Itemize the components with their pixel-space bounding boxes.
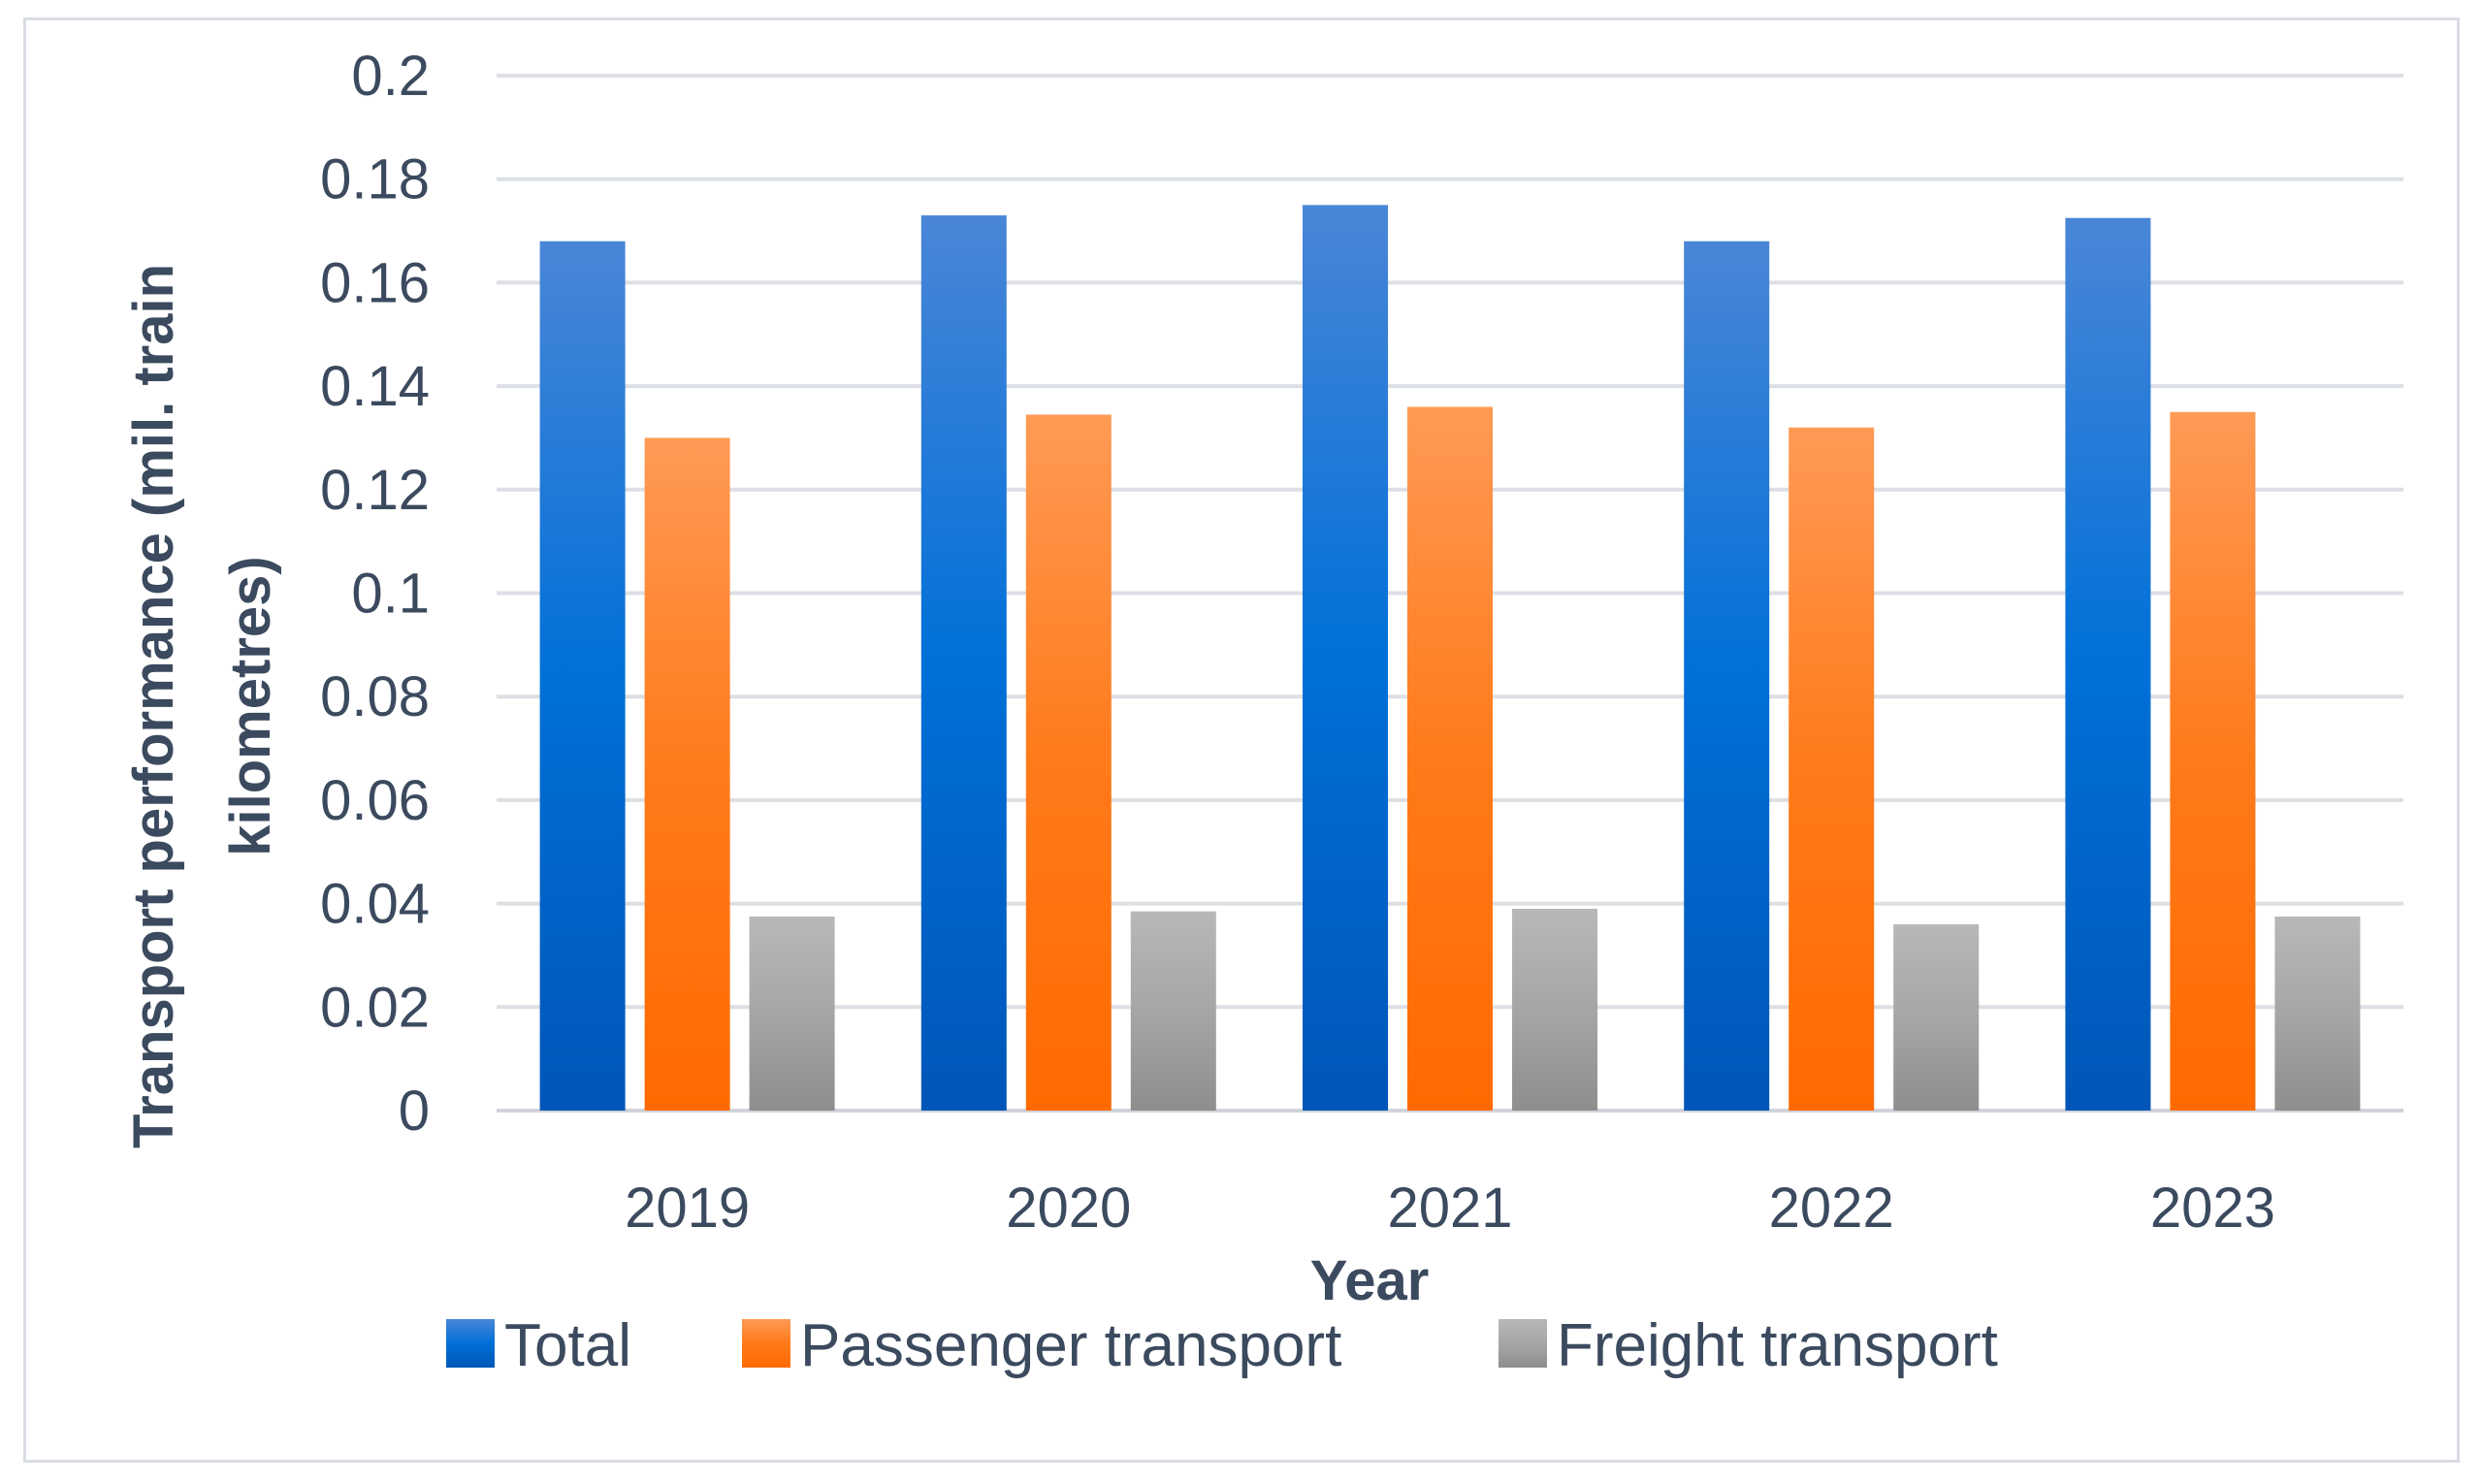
bar-passenger-2021: [1407, 406, 1493, 1111]
y-tick-label: 0.1: [351, 563, 430, 626]
y-axis-ticks: 0 0.02 0.04 0.06 0.08 0.1 0.12 0.14 0.16 0.18 0.2: [320, 45, 430, 1143]
bar-total-2023: [2065, 217, 2151, 1111]
legend-label-total: Total: [504, 1312, 631, 1379]
legend-swatch-total: [446, 1319, 495, 1368]
x-axis-title: Year: [1310, 1249, 1430, 1312]
bar-freight-2020: [1130, 911, 1216, 1111]
y-tick-label: 0.2: [351, 45, 430, 108]
bar-freight-2019: [749, 916, 835, 1111]
bar-passenger-2019: [644, 437, 730, 1111]
bar-freight-2023: [2274, 916, 2361, 1111]
legend-swatch-passenger: [742, 1319, 790, 1368]
bar-freight-2022: [1893, 923, 1980, 1111]
y-tick-label: 0.06: [320, 769, 430, 832]
x-axis-ticks: 2019 2020 2021 2022 2023: [625, 1177, 2275, 1240]
y-axis-title-line-1: Transport performance (mil. train: [122, 264, 185, 1148]
y-tick-label: 0.18: [320, 148, 430, 211]
bar-passenger-2022: [1789, 427, 1875, 1111]
chart-frame: [23, 17, 2460, 1463]
bar-freight-2021: [1512, 908, 1597, 1111]
y-tick-label: 0.04: [320, 873, 430, 936]
y-tick-label: 0.16: [320, 251, 430, 314]
x-tick-label: 2023: [2150, 1177, 2275, 1240]
legend-label-freight: Freight transport: [1557, 1312, 1998, 1379]
y-axis-title-line-2: kilometres): [219, 556, 282, 855]
bar-total-2022: [1684, 241, 1770, 1112]
x-tick-label: 2020: [1006, 1177, 1131, 1240]
bar-passenger-2023: [2170, 411, 2256, 1111]
y-tick-label: 0.14: [320, 355, 430, 418]
legend-label-passenger: Passenger transport: [800, 1312, 1341, 1379]
legend-swatch-freight: [1499, 1319, 1547, 1368]
y-tick-label: 0.12: [320, 459, 430, 522]
y-tick-label: 0.02: [320, 976, 430, 1039]
bar-total-2019: [539, 241, 626, 1112]
bar-passenger-2020: [1025, 414, 1112, 1111]
bar-total-2020: [920, 215, 1007, 1112]
x-tick-label: 2022: [1769, 1177, 1894, 1240]
x-tick-label: 2021: [1387, 1177, 1512, 1240]
bar-total-2021: [1303, 205, 1388, 1111]
y-axis-title: Transport performance (mil. train kilome…: [122, 264, 282, 1148]
y-tick-label: 0.08: [320, 665, 430, 728]
x-tick-label: 2019: [625, 1177, 750, 1240]
bars: [539, 205, 2361, 1112]
legend: Total Passenger transport Freight transpor…: [446, 1312, 1998, 1379]
y-tick-label: 0: [399, 1080, 430, 1143]
